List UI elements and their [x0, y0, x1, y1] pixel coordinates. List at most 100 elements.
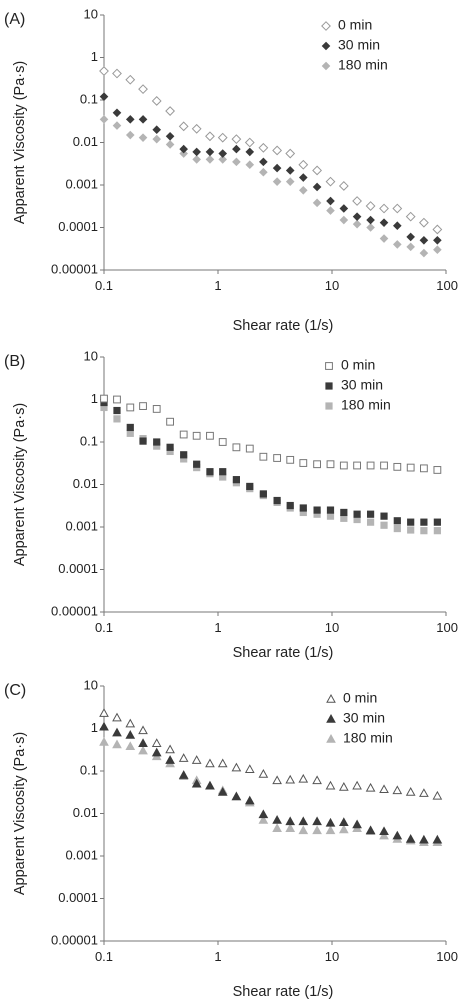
legend-label: 0 min — [338, 17, 372, 33]
data-point — [312, 182, 322, 192]
data-point — [272, 775, 282, 785]
data-point — [165, 744, 175, 754]
data-point — [365, 825, 376, 835]
data-point — [380, 461, 388, 470]
data-point — [312, 775, 322, 785]
data-point — [420, 464, 428, 473]
legend-label: 180 min — [343, 730, 393, 746]
data-point — [138, 745, 148, 755]
chart-panel-b: (B) 0.00001 0.0001 0.001 0.01 0.1 1 10 0.1 1 10 100… — [4, 348, 458, 661]
data-point — [166, 443, 174, 451]
y-axis-title: Apparent Viscosity (Pa·s) — [12, 732, 28, 895]
x-tick-label: 0.1 — [95, 620, 113, 635]
data-point — [205, 155, 215, 164]
data-point — [152, 134, 162, 144]
data-point — [151, 747, 162, 757]
data-point — [325, 780, 336, 790]
data-point — [205, 780, 215, 790]
x-tick-label: 10 — [325, 278, 339, 293]
data-point — [352, 212, 362, 221]
data-point — [405, 787, 416, 796]
data-point — [165, 131, 175, 141]
data-point — [259, 490, 267, 498]
data-point — [285, 177, 295, 186]
data-point — [393, 517, 401, 525]
data-point — [285, 148, 296, 159]
y-tick-label: 0.001 — [65, 176, 98, 191]
data-point — [392, 203, 403, 214]
data-point — [353, 510, 361, 518]
legend-marker — [326, 733, 336, 743]
data-point — [298, 159, 309, 170]
data-point — [272, 145, 283, 156]
data-point — [340, 514, 348, 522]
y-tick-label: 1 — [91, 49, 98, 64]
data-point — [312, 198, 322, 208]
data-point — [339, 461, 348, 470]
y-tick-label: 0.01 — [73, 805, 98, 820]
data-point — [125, 730, 136, 739]
data-point — [325, 825, 336, 835]
series-0-min — [99, 66, 443, 235]
data-point — [180, 451, 188, 459]
data-point — [273, 454, 282, 462]
data-point — [218, 155, 228, 164]
x-tick-label: 0.1 — [95, 949, 113, 964]
data-point — [231, 762, 242, 772]
y-tick-label: 10 — [84, 6, 98, 21]
series-30-min — [99, 721, 443, 844]
data-point — [299, 504, 307, 512]
data-point — [231, 134, 242, 145]
legend: 0 min 30 min 180 min — [326, 690, 393, 746]
data-point — [353, 461, 361, 470]
data-point — [379, 218, 389, 227]
data-point — [139, 402, 147, 410]
data-point — [191, 755, 202, 764]
x-tick-label: 0.1 — [95, 278, 113, 293]
data-point — [246, 482, 254, 491]
data-point — [217, 787, 228, 796]
data-point — [393, 462, 402, 471]
legend-marker — [326, 693, 336, 703]
data-point — [165, 140, 175, 149]
data-point — [285, 166, 295, 175]
data-point — [113, 395, 121, 404]
data-point — [258, 815, 269, 824]
y-tick-label: 0.0001 — [58, 890, 98, 905]
x-tick-label: 100 — [436, 949, 458, 964]
data-point — [407, 526, 415, 534]
x-tick-label: 10 — [325, 620, 339, 635]
data-point — [326, 460, 335, 469]
y-tick-label: 0.00001 — [51, 261, 98, 276]
data-point — [232, 157, 241, 167]
data-point — [112, 739, 122, 749]
data-point — [138, 84, 148, 95]
data-point — [298, 773, 309, 783]
data-point — [325, 176, 336, 187]
legend-marker — [321, 41, 331, 51]
x-axis-title: Shear rate (1/s) — [233, 645, 334, 661]
data-point — [405, 834, 416, 843]
data-point — [258, 142, 269, 153]
data-point — [405, 211, 416, 222]
data-point — [433, 527, 441, 535]
y-tick-label: 10 — [84, 677, 98, 692]
data-point — [138, 738, 148, 747]
data-point — [420, 527, 428, 535]
data-point — [272, 823, 282, 832]
data-point — [112, 108, 122, 118]
data-point — [393, 524, 401, 533]
y-tick-label: 0.01 — [73, 134, 98, 149]
data-point — [285, 823, 296, 832]
x-tick-label: 1 — [214, 620, 221, 635]
data-point — [179, 149, 188, 158]
data-point — [244, 137, 255, 148]
data-point — [258, 809, 269, 819]
chart-panel-a: (A) 0.00001 0.0001 0.001 0.01 0.1 1 10 0.1 1 10 100… — [4, 6, 458, 334]
data-point — [298, 825, 309, 835]
data-point — [406, 463, 415, 472]
data-point — [151, 96, 162, 106]
data-point — [286, 501, 294, 510]
data-point — [232, 476, 240, 484]
data-point — [192, 155, 201, 164]
